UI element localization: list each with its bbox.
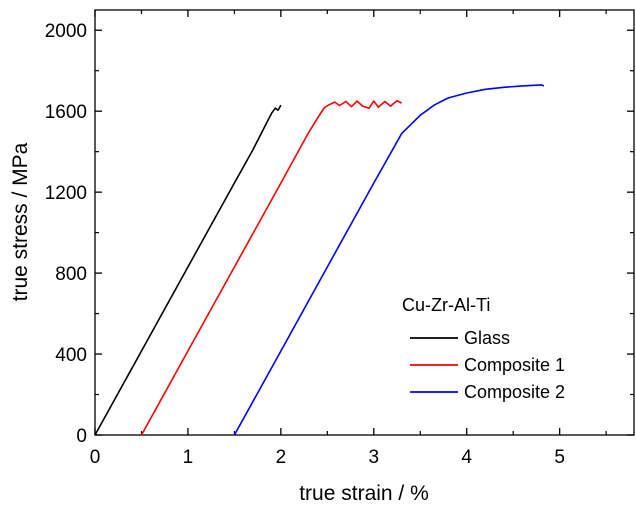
plot-frame bbox=[94, 9, 635, 436]
y-tick-label: 1200 bbox=[45, 183, 87, 204]
y-tick-label: 800 bbox=[55, 264, 87, 285]
x-tick-label: 0 bbox=[90, 447, 101, 468]
x-axis: 0 1 2 3 4 5 bbox=[90, 10, 607, 468]
legend-title: Cu-Zr-Al-Ti bbox=[402, 295, 490, 315]
y-axis: 0 400 800 1200 1600 2000 bbox=[45, 21, 634, 447]
legend-label: Composite 2 bbox=[464, 382, 565, 402]
y-tick-label: 1600 bbox=[45, 102, 87, 123]
x-tick-label: 4 bbox=[461, 447, 472, 468]
series-line-composite-2 bbox=[233, 84, 545, 436]
series-layer bbox=[94, 84, 545, 436]
legend-label: Composite 1 bbox=[464, 355, 565, 375]
legend-label: Glass bbox=[464, 328, 510, 348]
series-line-composite-1 bbox=[140, 99, 403, 436]
x-tick-label: 2 bbox=[276, 447, 287, 468]
x-tick-label: 1 bbox=[183, 447, 194, 468]
x-tick-label: 5 bbox=[554, 447, 565, 468]
x-tick-label: 3 bbox=[369, 447, 380, 468]
series-line-glass bbox=[94, 104, 282, 436]
legend: Cu-Zr-Al-Ti Glass Composite 1 Composite 2 bbox=[402, 295, 565, 402]
y-tick-label: 0 bbox=[76, 426, 87, 447]
y-tick-label: 2000 bbox=[45, 21, 87, 42]
y-tick-label: 400 bbox=[55, 345, 87, 366]
x-axis-title: true strain / % bbox=[299, 482, 429, 505]
y-axis-title: true stress / MPa bbox=[9, 142, 32, 301]
